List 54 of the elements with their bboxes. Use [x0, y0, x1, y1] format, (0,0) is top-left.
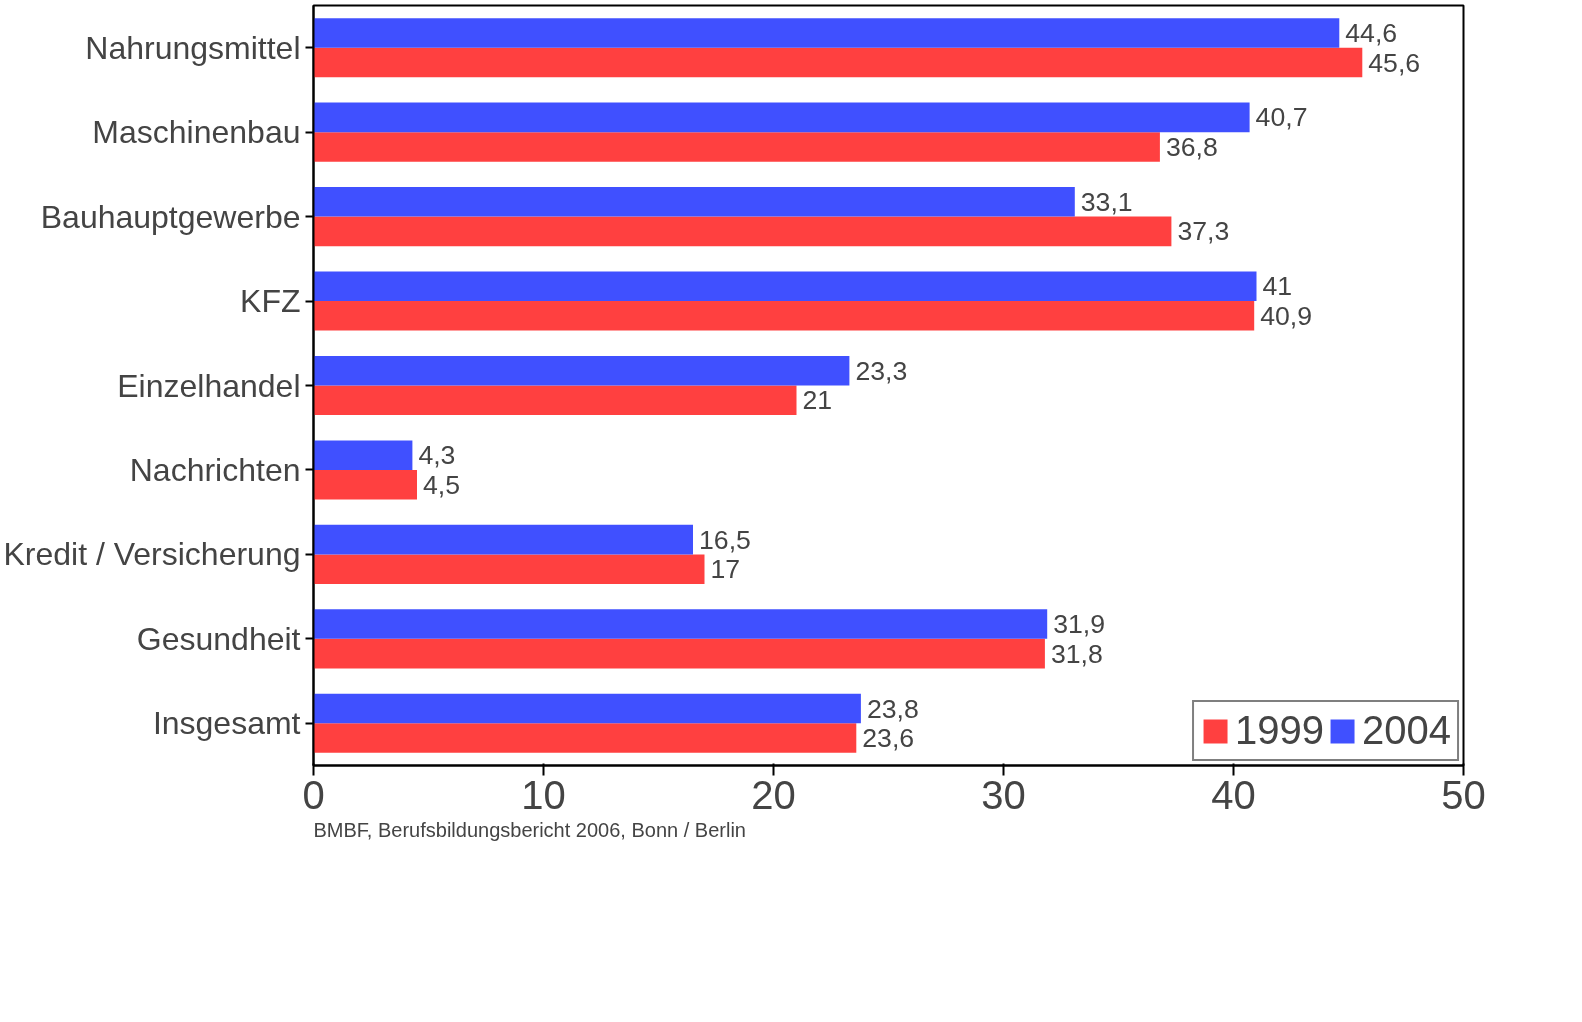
bar — [313, 524, 693, 555]
y-tick-label: Nachrichten — [129, 451, 301, 488]
y-tick-label: Kredit / Versicherung — [3, 536, 301, 573]
data-label: 31,8 — [1050, 638, 1103, 669]
bar — [313, 693, 861, 724]
x-tick-label: 50 — [1441, 772, 1486, 817]
x-tick-label: 40 — [1211, 772, 1256, 817]
legend-label: 1999 — [1235, 708, 1325, 753]
data-label: 16,5 — [699, 524, 751, 555]
x-tick-label: 0 — [302, 772, 325, 817]
data-label: 44,6 — [1345, 17, 1398, 48]
bar — [313, 301, 1255, 331]
data-label: 31,9 — [1053, 609, 1106, 640]
bar — [313, 385, 797, 416]
data-label: 21 — [802, 385, 833, 416]
bar — [313, 271, 1257, 302]
bar — [313, 47, 1363, 78]
bar — [313, 355, 850, 386]
bar — [313, 132, 1160, 162]
data-label: 4,5 — [423, 469, 461, 500]
y-tick-label: KFZ — [240, 283, 301, 320]
y-tick-label: Bauhauptgewerbe — [40, 198, 301, 235]
x-tick-label: 10 — [521, 772, 566, 817]
legend-label: 2004 — [1362, 708, 1451, 753]
bar — [313, 440, 413, 470]
bar — [313, 723, 857, 753]
bar — [313, 469, 417, 500]
bar — [313, 216, 1172, 247]
data-label: 41 — [1262, 271, 1293, 302]
bar — [313, 554, 705, 584]
text: BMBF, Berufsbildungsbericht 2006, Bonn / Berlin — [313, 818, 746, 841]
data-label: 36,8 — [1165, 131, 1218, 162]
y-tick-label: Maschinenbau — [92, 114, 301, 151]
bar — [313, 638, 1045, 669]
data-label: 4,3 — [418, 440, 456, 471]
bar — [313, 187, 1075, 217]
x-tick-label: 20 — [751, 772, 796, 817]
data-label: 23,8 — [866, 693, 919, 724]
data-label: 33,1 — [1080, 186, 1133, 217]
y-tick-label: Gesundheit — [136, 620, 301, 657]
y-tick-label: Einzelhandel — [117, 367, 301, 404]
bar — [313, 18, 1340, 48]
data-label: 23,6 — [862, 723, 915, 754]
y-tick-label: Insgesamt — [152, 705, 301, 742]
data-label: 40,7 — [1255, 102, 1308, 133]
bar — [313, 102, 1250, 133]
y-tick-label: Nahrungsmittel — [85, 29, 301, 66]
x-tick-label: 30 — [981, 772, 1026, 817]
data-label: 17 — [710, 554, 741, 585]
bar — [313, 609, 1048, 639]
data-label: 40,9 — [1260, 300, 1313, 331]
data-label: 23,3 — [855, 355, 908, 386]
data-label: 45,6 — [1368, 47, 1421, 78]
data-label: 37,3 — [1177, 216, 1230, 247]
